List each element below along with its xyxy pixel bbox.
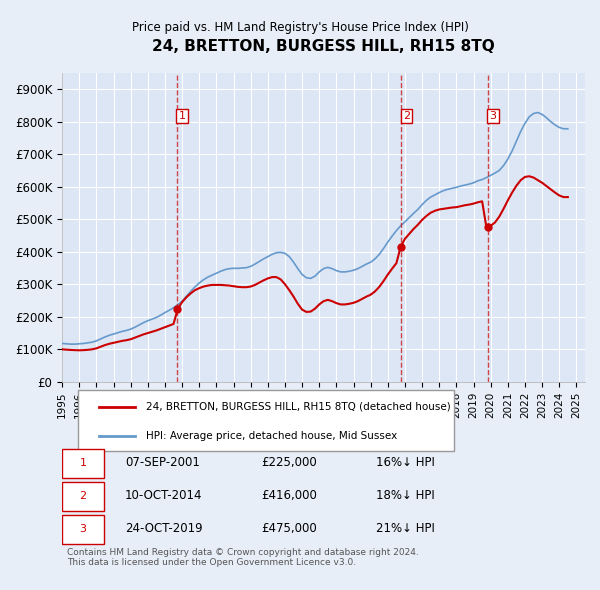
- Text: 2: 2: [79, 491, 86, 501]
- FancyBboxPatch shape: [62, 482, 104, 512]
- Text: 16%↓ HPI: 16%↓ HPI: [376, 457, 435, 470]
- FancyBboxPatch shape: [78, 389, 454, 451]
- Text: 10-OCT-2014: 10-OCT-2014: [125, 489, 202, 502]
- FancyBboxPatch shape: [62, 515, 104, 544]
- Text: HPI: Average price, detached house, Mid Sussex: HPI: Average price, detached house, Mid …: [146, 431, 397, 441]
- Text: 07-SEP-2001: 07-SEP-2001: [125, 457, 200, 470]
- Text: £475,000: £475,000: [261, 522, 317, 535]
- Text: £416,000: £416,000: [261, 489, 317, 502]
- Text: 1: 1: [179, 111, 185, 121]
- Text: 3: 3: [490, 111, 496, 121]
- Text: 3: 3: [80, 524, 86, 533]
- Text: 18%↓ HPI: 18%↓ HPI: [376, 489, 434, 502]
- Text: Contains HM Land Registry data © Crown copyright and database right 2024.
This d: Contains HM Land Registry data © Crown c…: [67, 548, 419, 567]
- FancyBboxPatch shape: [62, 450, 104, 478]
- Text: 24, BRETTON, BURGESS HILL, RH15 8TQ (detached house): 24, BRETTON, BURGESS HILL, RH15 8TQ (det…: [146, 402, 451, 412]
- Text: 1: 1: [80, 458, 86, 468]
- Text: 2: 2: [403, 111, 410, 121]
- Title: 24, BRETTON, BURGESS HILL, RH15 8TQ: 24, BRETTON, BURGESS HILL, RH15 8TQ: [152, 38, 495, 54]
- Text: £225,000: £225,000: [261, 457, 317, 470]
- Text: 21%↓ HPI: 21%↓ HPI: [376, 522, 435, 535]
- Text: Price paid vs. HM Land Registry's House Price Index (HPI): Price paid vs. HM Land Registry's House …: [131, 21, 469, 34]
- Text: 24-OCT-2019: 24-OCT-2019: [125, 522, 202, 535]
